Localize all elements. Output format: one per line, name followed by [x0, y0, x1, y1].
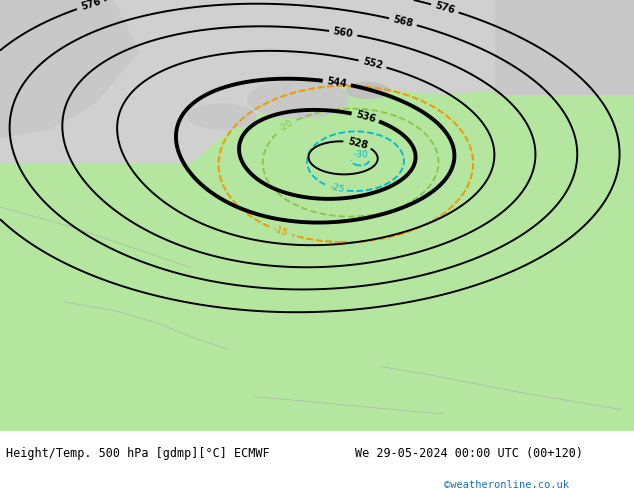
Ellipse shape: [346, 82, 390, 99]
Text: 560: 560: [332, 26, 354, 40]
Text: 576: 576: [434, 0, 456, 16]
Text: 544: 544: [326, 76, 347, 89]
Bar: [0, 164, 634, 431]
Text: ©weatheronline.co.uk: ©weatheronline.co.uk: [444, 480, 569, 490]
Text: 576: 576: [79, 0, 101, 12]
Text: -15: -15: [272, 224, 289, 238]
Polygon shape: [190, 65, 634, 164]
Text: -20: -20: [278, 119, 295, 134]
Text: 528: 528: [346, 136, 368, 150]
Polygon shape: [0, 0, 139, 138]
Text: 536: 536: [354, 109, 377, 124]
Text: We 29-05-2024 00:00 UTC (00+120): We 29-05-2024 00:00 UTC (00+120): [355, 447, 583, 460]
Text: 552: 552: [361, 56, 384, 71]
Text: Height/Temp. 500 hPa [gdmp][°C] ECMWF: Height/Temp. 500 hPa [gdmp][°C] ECMWF: [6, 447, 270, 460]
Ellipse shape: [187, 103, 257, 129]
Ellipse shape: [247, 80, 349, 119]
Text: 568: 568: [392, 14, 414, 29]
Polygon shape: [495, 0, 634, 95]
Text: -15: -15: [272, 224, 289, 238]
Text: -30: -30: [353, 149, 368, 159]
Text: -25: -25: [328, 183, 345, 195]
Bar: [0, 0, 634, 172]
